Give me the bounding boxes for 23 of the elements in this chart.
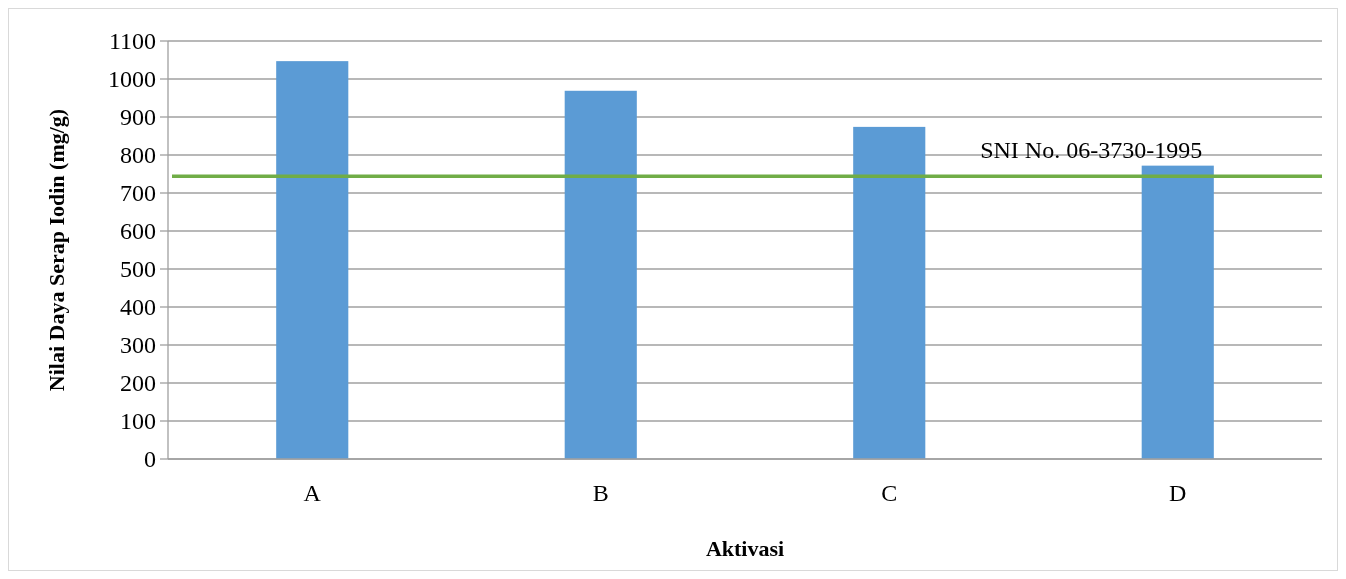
y-tick-label: 300 bbox=[120, 332, 156, 359]
bar bbox=[564, 90, 637, 459]
y-tick-label: 0 bbox=[144, 446, 156, 473]
y-tick-label: 500 bbox=[120, 256, 156, 283]
x-tick-label: C bbox=[881, 480, 898, 506]
y-tick-label: 1000 bbox=[108, 66, 156, 93]
ref-line-label: SNI No. 06-3730-1995 bbox=[980, 137, 1203, 164]
bar bbox=[1141, 165, 1214, 459]
bar bbox=[276, 61, 349, 459]
y-tick-label: 600 bbox=[120, 218, 156, 245]
x-tick-label: A bbox=[303, 480, 322, 506]
y-tick-label: 800 bbox=[120, 142, 156, 169]
y-tick-label: 1100 bbox=[108, 28, 156, 55]
y-tick-label: 200 bbox=[120, 370, 156, 397]
x-axis-title: Aktivasi bbox=[705, 536, 785, 561]
y-tick-label: 900 bbox=[120, 104, 156, 131]
y-tick-label: 700 bbox=[120, 180, 156, 207]
y-tick-label: 100 bbox=[120, 408, 156, 435]
x-tick-label: D bbox=[1169, 480, 1187, 506]
y-axis-title: Nilai Daya Serap Iodin (mg/g) bbox=[44, 108, 69, 392]
x-tick-label: B bbox=[592, 480, 609, 506]
y-tick-label: 400 bbox=[120, 294, 156, 321]
bar bbox=[853, 126, 926, 459]
